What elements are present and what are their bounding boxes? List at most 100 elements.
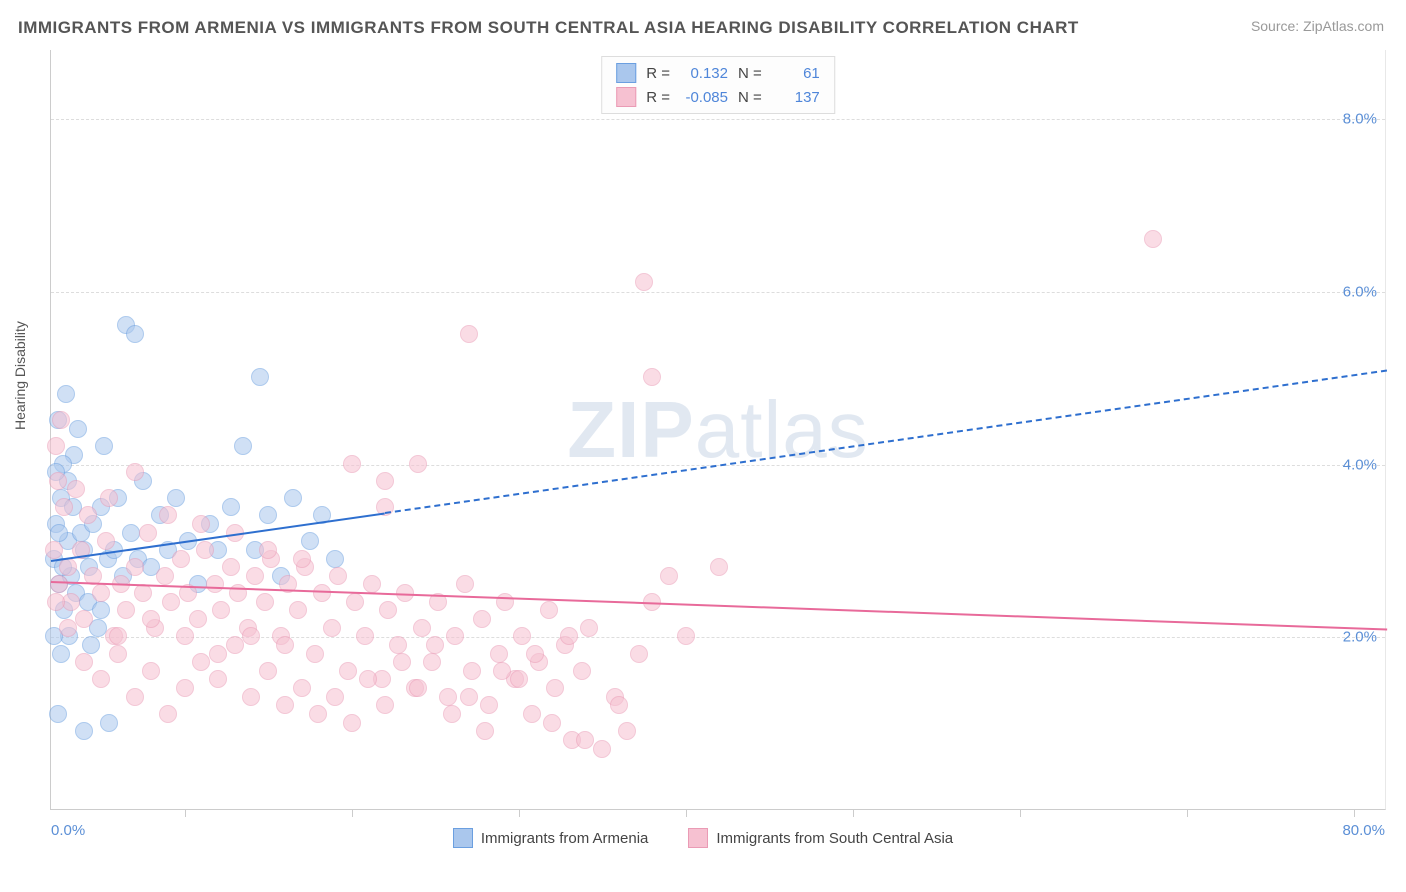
scatter-point bbox=[226, 636, 244, 654]
scatter-point bbox=[95, 437, 113, 455]
scatter-point bbox=[293, 550, 311, 568]
scatter-point bbox=[677, 627, 695, 645]
n-label-1: N = bbox=[738, 65, 762, 82]
scatter-point bbox=[246, 567, 264, 585]
scatter-point bbox=[176, 679, 194, 697]
scatter-point bbox=[409, 679, 427, 697]
scatter-point bbox=[176, 627, 194, 645]
scatter-point bbox=[293, 679, 311, 697]
scatter-point bbox=[159, 705, 177, 723]
scatter-point bbox=[159, 506, 177, 524]
source-attribution: Source: ZipAtlas.com bbox=[1251, 18, 1384, 34]
scatter-point bbox=[460, 688, 478, 706]
scatter-point bbox=[126, 463, 144, 481]
scatter-point bbox=[50, 575, 68, 593]
scatter-point bbox=[49, 705, 67, 723]
scatter-point bbox=[109, 627, 127, 645]
scatter-point bbox=[242, 627, 260, 645]
scatter-point bbox=[242, 688, 260, 706]
r-label-2: R = bbox=[646, 89, 670, 106]
scatter-point bbox=[259, 506, 277, 524]
scatter-point bbox=[309, 705, 327, 723]
scatter-point bbox=[379, 601, 397, 619]
scatter-point bbox=[306, 645, 324, 663]
scatter-point bbox=[212, 601, 230, 619]
scatter-point bbox=[55, 498, 73, 516]
legend-swatch-2 bbox=[616, 87, 636, 107]
x-tick bbox=[185, 809, 186, 817]
scatter-point bbox=[660, 567, 678, 585]
scatter-point bbox=[496, 593, 514, 611]
x-tick bbox=[1020, 809, 1021, 817]
scatter-point bbox=[343, 455, 361, 473]
scatter-point bbox=[1144, 230, 1162, 248]
scatter-point bbox=[134, 584, 152, 602]
legend-item-2: Immigrants from South Central Asia bbox=[688, 828, 953, 848]
scatter-point bbox=[543, 714, 561, 732]
scatter-point bbox=[460, 325, 478, 343]
scatter-point bbox=[59, 619, 77, 637]
watermark-rest: atlas bbox=[695, 385, 869, 474]
scatter-point bbox=[359, 670, 377, 688]
scatter-point bbox=[580, 619, 598, 637]
scatter-point bbox=[426, 636, 444, 654]
scatter-point bbox=[45, 541, 63, 559]
scatter-point bbox=[206, 575, 224, 593]
regression-line bbox=[385, 370, 1387, 514]
scatter-point bbox=[122, 524, 140, 542]
gridline bbox=[51, 119, 1385, 120]
scatter-point bbox=[376, 472, 394, 490]
scatter-point bbox=[710, 558, 728, 576]
watermark-bold: ZIP bbox=[567, 385, 694, 474]
scatter-point bbox=[222, 558, 240, 576]
scatter-point bbox=[59, 558, 77, 576]
scatter-point bbox=[446, 627, 464, 645]
x-tick bbox=[1187, 809, 1188, 817]
scatter-point bbox=[480, 696, 498, 714]
scatter-point bbox=[493, 662, 511, 680]
scatter-point bbox=[172, 550, 190, 568]
scatter-point bbox=[117, 601, 135, 619]
x-tick bbox=[853, 809, 854, 817]
scatter-point bbox=[610, 696, 628, 714]
series-name-1: Immigrants from Armenia bbox=[481, 830, 649, 847]
n-value-1: 61 bbox=[772, 65, 820, 82]
scatter-point bbox=[97, 532, 115, 550]
scatter-plot-area: ZIPatlas R = 0.132 N = 61 R = -0.085 N =… bbox=[50, 50, 1386, 810]
scatter-point bbox=[376, 696, 394, 714]
scatter-point bbox=[259, 662, 277, 680]
scatter-point bbox=[139, 524, 157, 542]
scatter-point bbox=[363, 575, 381, 593]
scatter-point bbox=[234, 437, 252, 455]
scatter-point bbox=[109, 645, 127, 663]
scatter-point bbox=[52, 411, 70, 429]
scatter-point bbox=[92, 601, 110, 619]
scatter-point bbox=[356, 627, 374, 645]
scatter-point bbox=[409, 455, 427, 473]
scatter-point bbox=[346, 593, 364, 611]
scatter-point bbox=[100, 489, 118, 507]
correlation-legend: R = 0.132 N = 61 R = -0.085 N = 137 bbox=[601, 56, 835, 114]
scatter-point bbox=[490, 645, 508, 663]
scatter-point bbox=[47, 437, 65, 455]
x-tick bbox=[1354, 809, 1355, 817]
legend-swatch-bottom-2 bbox=[688, 828, 708, 848]
scatter-point bbox=[326, 688, 344, 706]
r-value-2: -0.085 bbox=[680, 89, 728, 106]
scatter-point bbox=[339, 662, 357, 680]
scatter-point bbox=[456, 575, 474, 593]
legend-item-1: Immigrants from Armenia bbox=[453, 828, 649, 848]
y-tick-label: 6.0% bbox=[1343, 283, 1377, 300]
scatter-point bbox=[167, 489, 185, 507]
series-name-2: Immigrants from South Central Asia bbox=[716, 830, 953, 847]
chart-title: IMMIGRANTS FROM ARMENIA VS IMMIGRANTS FR… bbox=[18, 18, 1079, 38]
scatter-point bbox=[618, 722, 636, 740]
watermark-text: ZIPatlas bbox=[567, 384, 868, 476]
scatter-point bbox=[126, 325, 144, 343]
n-value-2: 137 bbox=[772, 89, 820, 106]
scatter-point bbox=[192, 515, 210, 533]
scatter-point bbox=[389, 636, 407, 654]
scatter-point bbox=[251, 368, 269, 386]
scatter-point bbox=[343, 714, 361, 732]
scatter-point bbox=[209, 670, 227, 688]
